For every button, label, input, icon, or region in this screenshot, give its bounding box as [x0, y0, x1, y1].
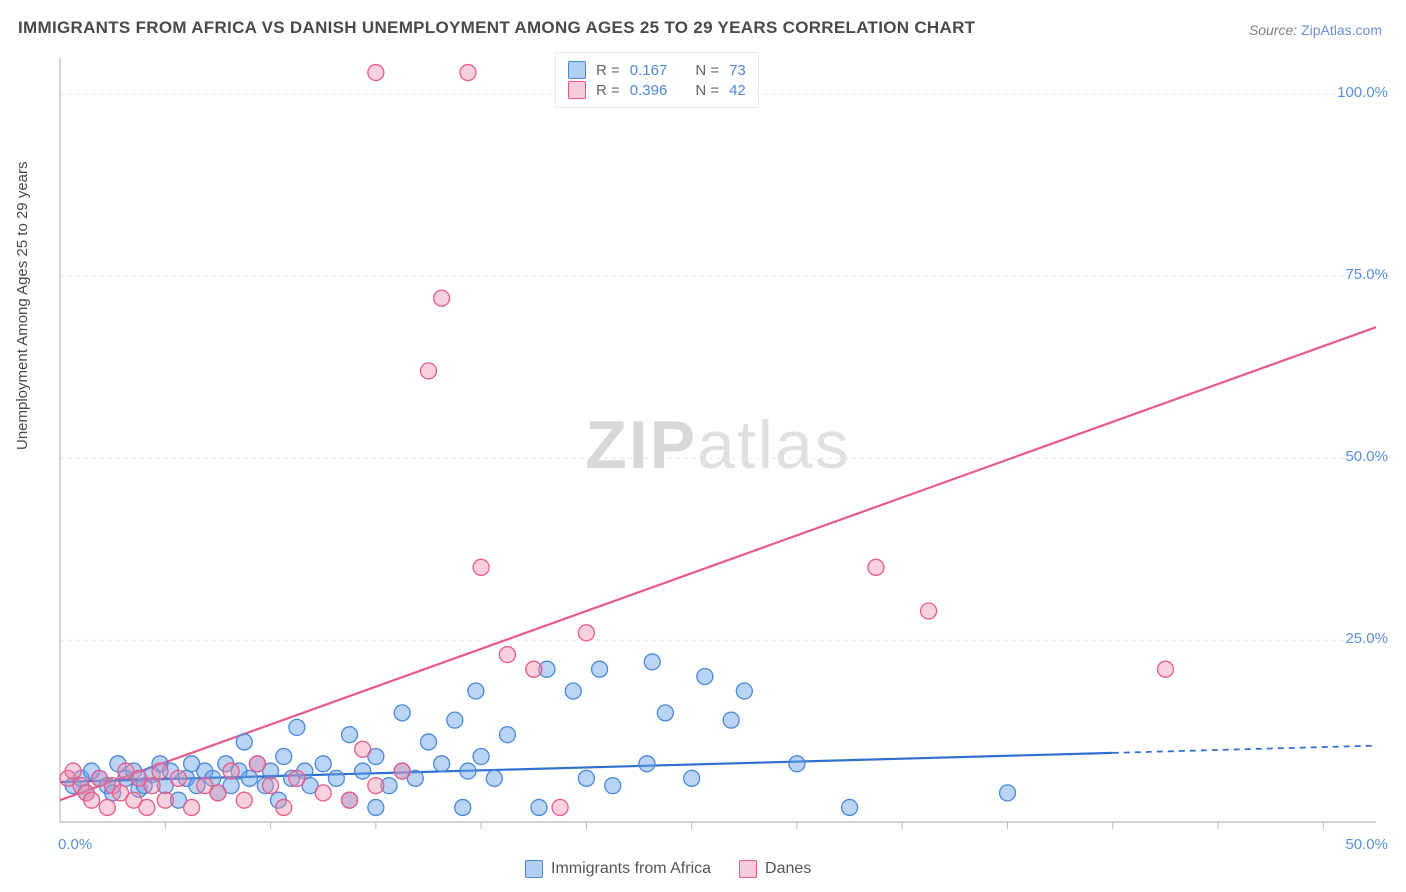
y-tick-label: 75.0%: [1345, 266, 1388, 283]
y-tick-label: 50.0%: [1345, 448, 1388, 465]
r-value: 0.167: [630, 62, 668, 79]
legend-swatch: [525, 860, 543, 878]
source-attribution: Source: ZipAtlas.com: [1249, 22, 1382, 38]
n-label: N =: [695, 62, 719, 79]
r-value: 0.396: [630, 82, 668, 99]
y-axis-label: Unemployment Among Ages 25 to 29 years: [14, 161, 31, 450]
legend-swatch: [568, 81, 586, 99]
chart-title: IMMIGRANTS FROM AFRICA VS DANISH UNEMPLO…: [18, 18, 975, 38]
plot-area: ZIPatlas: [58, 50, 1378, 840]
r-label: R =: [596, 62, 620, 79]
legend-label: Danes: [765, 860, 811, 878]
legend-row: R = 0.167 N = 73: [568, 61, 746, 79]
legend-row: R = 0.396 N = 42: [568, 81, 746, 99]
scatter-plot: [58, 50, 1378, 840]
y-tick-label: 100.0%: [1337, 84, 1388, 101]
r-label: R =: [596, 82, 620, 99]
legend-item: Immigrants from Africa: [525, 860, 711, 878]
legend-item: Danes: [739, 860, 811, 878]
source-link[interactable]: ZipAtlas.com: [1301, 22, 1382, 38]
x-tick-label: 50.0%: [1345, 836, 1388, 853]
legend-label: Immigrants from Africa: [551, 860, 711, 878]
legend-swatch: [568, 61, 586, 79]
n-label: N =: [695, 82, 719, 99]
correlation-legend: R = 0.167 N = 73 R = 0.396 N = 42: [555, 52, 759, 108]
x-tick-label: 0.0%: [58, 836, 92, 853]
series-legend: Immigrants from Africa Danes: [525, 860, 811, 878]
y-tick-label: 25.0%: [1345, 630, 1388, 647]
n-value: 42: [729, 82, 746, 99]
n-value: 73: [729, 62, 746, 79]
source-label: Source:: [1249, 22, 1297, 38]
legend-swatch: [739, 860, 757, 878]
